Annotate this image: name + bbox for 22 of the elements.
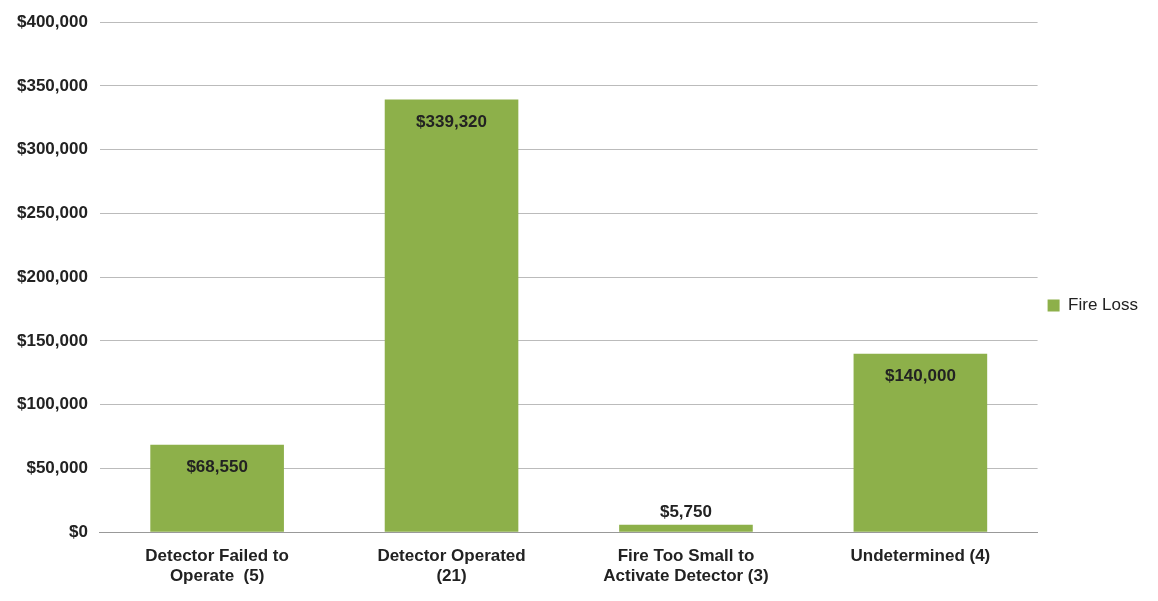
y-tick-label: $200,000 — [17, 266, 88, 286]
bar — [853, 353, 988, 532]
data-label: $5,750 — [659, 502, 712, 522]
bar — [384, 99, 519, 532]
legend-label: Fire Loss — [1068, 295, 1139, 315]
data-label: $68,550 — [186, 456, 248, 476]
x-tick-label: Fire Too Small to Activate Detector (3) — [603, 546, 769, 586]
y-tick-label: $250,000 — [17, 203, 88, 223]
y-tick-label: $300,000 — [17, 139, 88, 159]
y-tick-label: $400,000 — [17, 11, 88, 31]
y-tick-label: $100,000 — [17, 394, 88, 414]
bar — [619, 524, 753, 532]
bar — [150, 444, 284, 532]
y-tick-label: $350,000 — [17, 75, 88, 95]
x-tick-label: Detector Operated (21) — [377, 546, 526, 586]
x-tick-label: Undetermined (4) — [850, 546, 991, 566]
data-label: $339,320 — [416, 111, 487, 131]
x-tick-label: Detector Failed to Operate (5) — [145, 546, 289, 586]
y-tick-label: $50,000 — [26, 458, 88, 478]
y-tick-label: $150,000 — [17, 330, 88, 350]
data-label: $140,000 — [884, 365, 956, 385]
y-tick-label: $0 — [68, 521, 88, 541]
